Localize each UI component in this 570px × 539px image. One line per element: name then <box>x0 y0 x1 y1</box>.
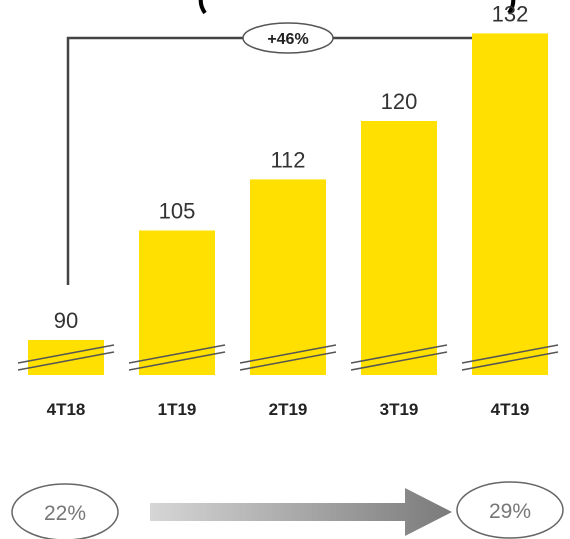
category-label-4T18: 4T18 <box>47 400 86 419</box>
growth-badge <box>242 22 334 54</box>
axis-break-mark <box>350 344 448 364</box>
end-ratio-circle <box>456 481 564 539</box>
bar-4T19 <box>472 33 548 376</box>
end-ratio-label: 29% <box>489 500 531 523</box>
axis-break-mark <box>350 351 448 371</box>
axis-break-mark <box>128 344 226 364</box>
axis-break-mark <box>128 351 226 371</box>
value-label-4T19: 132 <box>492 1 529 26</box>
value-label-3T19: 120 <box>381 89 418 114</box>
category-label-2T19: 2T19 <box>269 400 308 419</box>
title-fragment-left <box>198 0 207 15</box>
bar-1T19 <box>139 230 215 375</box>
axis-break-mark <box>17 351 115 371</box>
growth-label: +46% <box>267 31 308 48</box>
axis-break-mark <box>461 351 559 371</box>
axis-break-mark <box>461 344 559 364</box>
bar-2T19 <box>250 179 326 375</box>
value-label-1T19: 105 <box>159 199 196 224</box>
value-label-2T19: 112 <box>270 147 305 172</box>
category-label-1T19: 1T19 <box>158 400 197 419</box>
axis-break-mark <box>239 344 337 364</box>
start-ratio-circle <box>11 483 119 539</box>
category-label-3T19: 3T19 <box>380 400 419 419</box>
axis-break-mark <box>239 351 337 371</box>
bar-4T18 <box>28 340 104 375</box>
bar-3T19 <box>361 121 437 375</box>
ratio-arrow <box>150 488 452 536</box>
start-ratio-label: 22% <box>44 502 86 525</box>
value-label-4T18: 90 <box>54 308 78 333</box>
axis-break-mark <box>17 344 115 364</box>
title-fragment-right <box>507 0 516 15</box>
category-label-4T19: 4T19 <box>491 400 530 419</box>
